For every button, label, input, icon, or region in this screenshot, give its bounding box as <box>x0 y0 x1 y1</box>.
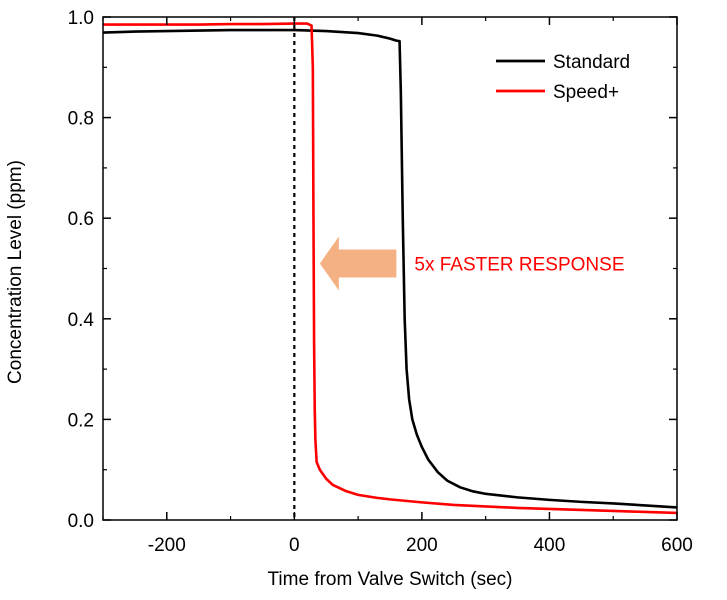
series-layer <box>102 17 678 520</box>
series-line-speed- <box>103 22 678 515</box>
x-tick-label: 600 <box>661 535 693 556</box>
annotation-text: 5x FASTER RESPONSE <box>414 254 624 275</box>
legend-label: Standard <box>553 52 630 73</box>
y-tick-label: 0.6 <box>68 209 94 230</box>
x-tick-label: 400 <box>534 535 566 556</box>
y-tick-label: 0.8 <box>68 109 94 130</box>
annotation-layer: 5x FASTER RESPONSE <box>319 236 625 291</box>
legend-label: Speed+ <box>553 82 619 103</box>
annotation-arrow <box>319 236 397 291</box>
axes-layer: -200 0 200 400 600 0.0 0.2 0.4 0.6 0.8 1.0 <box>68 8 693 556</box>
x-tick-label: 200 <box>406 535 438 556</box>
y-tick-label: 0.2 <box>68 410 94 431</box>
y-tick-label: 0.0 <box>68 511 94 532</box>
legend: Standard Speed+ <box>496 52 630 103</box>
y-tick-label: 1.0 <box>68 8 94 29</box>
y-axis-title: Concentration Level (ppm) <box>5 160 26 384</box>
x-axis-title: Time from Valve Switch (sec) <box>268 569 513 590</box>
series-line-standard <box>102 28 678 509</box>
y-tick-label: 0.4 <box>68 310 95 331</box>
x-tick-label: -200 <box>148 535 186 556</box>
x-tick-label: 0 <box>289 535 300 556</box>
